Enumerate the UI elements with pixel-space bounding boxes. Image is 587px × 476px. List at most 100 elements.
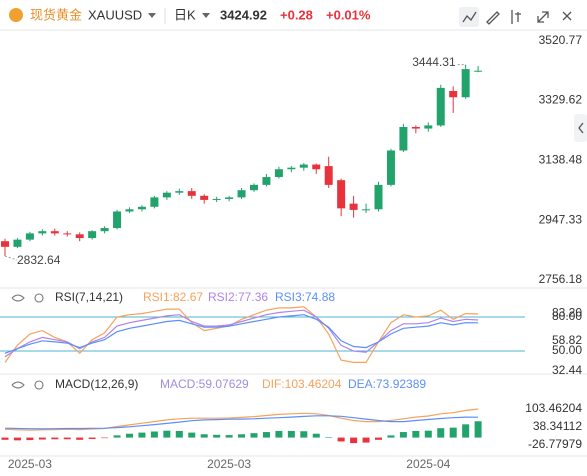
period[interactable]: 日K xyxy=(174,7,196,22)
macd-bar xyxy=(412,430,420,438)
y-tick-label: 50.00 xyxy=(552,343,582,357)
change-percent: +0.01% xyxy=(326,7,371,22)
gear-icon[interactable] xyxy=(34,293,44,303)
macd-bar xyxy=(238,434,246,438)
candle-body xyxy=(88,231,97,239)
candle-body xyxy=(424,125,433,129)
y-tick-label: 3520.77 xyxy=(539,33,583,47)
settings-icon[interactable] xyxy=(562,11,572,21)
candle-body xyxy=(262,177,271,185)
candle-body xyxy=(162,192,171,198)
series-line xyxy=(4,306,479,363)
macd-bar xyxy=(312,433,320,438)
macd-bar xyxy=(13,437,21,441)
candle-body xyxy=(150,197,159,207)
macd-bar xyxy=(88,437,96,439)
collapse-arrow[interactable] xyxy=(578,122,584,134)
macd-bar xyxy=(225,435,233,438)
y-tick-label: 80.00 xyxy=(552,309,582,323)
candle-body xyxy=(411,126,420,129)
candle-body xyxy=(50,231,59,234)
macd-bar xyxy=(262,432,270,438)
series-line xyxy=(4,415,479,430)
legend-entry: DIF:103.46204 xyxy=(262,377,342,391)
candle-body xyxy=(274,169,283,178)
tool-button[interactable] xyxy=(459,7,479,27)
candle-body xyxy=(13,239,22,247)
macd-bar xyxy=(126,433,133,438)
macd-bar xyxy=(424,430,432,438)
macd-bar xyxy=(188,432,196,438)
dropdown-arrow[interactable] xyxy=(202,13,210,18)
macd-bar xyxy=(51,437,59,440)
low-leader xyxy=(4,255,18,261)
macd-bar xyxy=(175,430,183,438)
candle-body xyxy=(337,180,346,209)
candle-body xyxy=(362,209,371,211)
candle-body xyxy=(312,164,321,170)
legend-entry: DEA:73.92389 xyxy=(348,377,426,391)
macd-bar xyxy=(101,437,109,439)
candle-body xyxy=(449,91,458,98)
macd-bar xyxy=(399,432,407,438)
series-line xyxy=(4,314,479,354)
macd-bar xyxy=(325,437,333,438)
axis-value-label: 83.20 xyxy=(552,306,582,320)
candle-body xyxy=(461,69,470,98)
candle-body xyxy=(299,164,308,168)
macd-bar xyxy=(300,431,308,438)
y-tick-label: 38.34112 xyxy=(533,419,582,433)
candle-body xyxy=(287,167,296,170)
macd-bar xyxy=(26,437,34,441)
dropdown-arrow[interactable] xyxy=(148,13,156,18)
candle-body xyxy=(237,190,246,198)
y-tick-label: -26.77979 xyxy=(528,437,582,451)
toolbar xyxy=(459,7,572,27)
symbol[interactable]: XAUUSD xyxy=(88,7,142,22)
candle-body xyxy=(474,70,483,72)
candle-body xyxy=(38,231,47,234)
macd-bar xyxy=(1,437,9,440)
candle-body xyxy=(386,150,395,185)
macd-bar xyxy=(63,437,71,440)
candle-body xyxy=(212,198,221,200)
y-tick-label: 103.46204 xyxy=(525,401,582,415)
candle-body xyxy=(399,126,408,151)
rsi-tools xyxy=(11,293,44,390)
candle-icon[interactable] xyxy=(511,10,521,24)
instrument-name: 现货黄金 xyxy=(30,7,82,22)
series-line xyxy=(4,408,479,431)
macd-bar xyxy=(113,435,121,438)
macd-bar xyxy=(362,437,370,443)
macd-bar xyxy=(437,428,445,438)
eye-icon[interactable] xyxy=(11,294,25,302)
macd-bar xyxy=(150,431,158,438)
gear-icon[interactable] xyxy=(34,380,44,390)
candle-body xyxy=(225,197,234,199)
candle-body xyxy=(250,184,258,191)
y-tick-label: 3329.62 xyxy=(539,93,583,107)
candle-body xyxy=(187,191,196,196)
axis-value-label: 32.44 xyxy=(552,363,582,377)
candle-body xyxy=(125,209,134,212)
indicator-icon[interactable] xyxy=(462,11,477,23)
fullscreen-icon[interactable] xyxy=(537,11,549,23)
macd-bar xyxy=(200,434,208,438)
macd-title: MACD(12,26,9) xyxy=(55,377,138,391)
eye-icon[interactable] xyxy=(11,381,25,389)
candle-body xyxy=(25,233,34,240)
legend-entry: RSI2:77.36 xyxy=(208,290,268,304)
high-label: 3444.31 xyxy=(412,55,456,69)
macd-bar xyxy=(449,427,457,438)
draw-icon[interactable] xyxy=(486,11,500,25)
legend-entry: RSI1:82.67 xyxy=(143,290,203,304)
collapse-button[interactable] xyxy=(574,114,587,142)
macd-bar xyxy=(138,432,146,438)
logo xyxy=(9,8,23,22)
macd-bar xyxy=(387,435,395,438)
macd-bar xyxy=(337,437,345,442)
macd-bar xyxy=(350,437,358,444)
candle-body xyxy=(75,234,84,239)
